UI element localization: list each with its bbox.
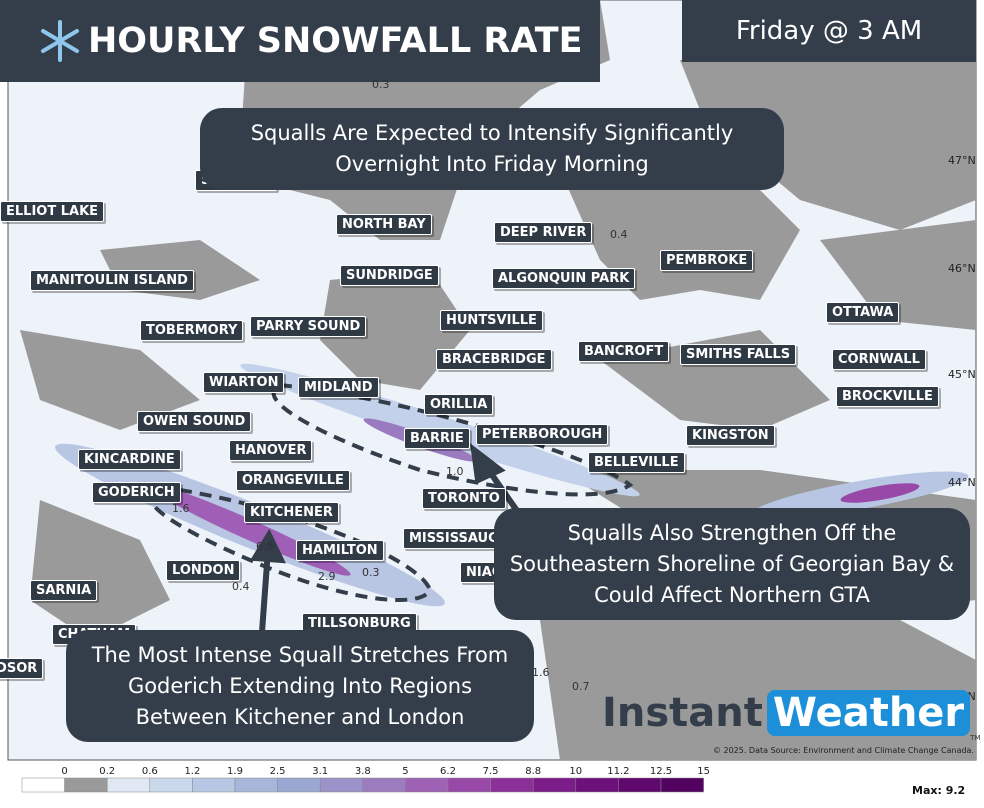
legend-tick-label: 0 xyxy=(61,766,67,777)
map-value: 0.4 xyxy=(610,228,628,241)
legend-tick-label: 0.2 xyxy=(99,766,115,777)
city-label: BANCROFT xyxy=(578,341,670,362)
legend-swatch xyxy=(234,777,278,793)
city-label: HAMILTON xyxy=(296,540,384,561)
legend-swatch xyxy=(319,777,364,793)
city-label: BARRIE xyxy=(404,428,470,449)
city-label: PARRY SOUND xyxy=(250,316,367,337)
city-label: GODERICH xyxy=(92,482,181,503)
legend-swatch xyxy=(106,777,151,793)
map-value: 0.7 xyxy=(572,680,590,693)
legend-tick-label: 10 xyxy=(569,766,582,777)
legend-swatch xyxy=(277,777,321,793)
snowflake-icon xyxy=(41,20,79,62)
legend-tick-label: 6.2 xyxy=(440,766,456,777)
legend-swatch xyxy=(149,777,193,793)
legend-tick-label: 2.5 xyxy=(270,766,286,777)
city-label: MISSISSAUGA xyxy=(403,528,515,549)
city-label: TORONTO xyxy=(422,488,506,509)
city-label: NORTH BAY xyxy=(336,214,432,235)
map-value: 1.6 xyxy=(532,666,550,679)
map-value: 0.3 xyxy=(362,566,380,579)
legend-tick-label: 8.8 xyxy=(525,766,541,777)
city-label: SMITHS FALLS xyxy=(680,344,797,365)
city-label: ELLIOT LAKE xyxy=(0,201,105,222)
city-label: MIDLAND xyxy=(298,377,379,398)
city-label: LONDON xyxy=(166,560,241,581)
legend-tick-label: 3.8 xyxy=(355,766,371,777)
city-label: PETERBOROUGH xyxy=(476,424,609,445)
city-label: WINDSOR xyxy=(0,658,44,679)
legend-swatch xyxy=(64,777,108,793)
legend: 0 0.2 0.6 1.2 1.9 2.5 3.1 3.8 5 6.2 7.5 8.8 10 11.2 12… xyxy=(21,766,710,793)
legend-tick-label: 12.5 xyxy=(650,766,672,777)
callout: Squalls Also Strengthen Off the Southeas… xyxy=(494,508,970,620)
map-value: 2.9 xyxy=(318,570,336,583)
legend-swatch xyxy=(362,777,406,793)
city-label: SARNIA xyxy=(30,580,98,601)
legend-tick-label: 1.2 xyxy=(184,766,200,777)
legend-swatch xyxy=(405,777,449,793)
city-label: CORNWALL xyxy=(832,349,926,370)
arrows xyxy=(249,443,523,633)
legend-swatch xyxy=(490,777,534,793)
city-label: ALGONQUIN PARK xyxy=(492,268,636,289)
legend-swatch xyxy=(575,777,619,793)
legend-tick-label: 15 xyxy=(697,766,710,777)
logo: Instant Weather TM xyxy=(602,684,981,742)
city-label: PEMBROKE xyxy=(660,250,754,271)
squall-outline xyxy=(149,382,634,602)
legend-max: Max: 9.2 xyxy=(912,784,966,797)
city-label: KITCHENER xyxy=(244,502,339,523)
latitude-label: 45°N xyxy=(948,368,976,381)
legend-swatch xyxy=(192,777,236,793)
city-label: ORANGEVILLE xyxy=(236,470,350,491)
city-label: DEEP RIVER xyxy=(494,222,593,243)
city-label: TILLSONBURG xyxy=(302,613,417,634)
legend-tick-label: 7.5 xyxy=(483,766,499,777)
map-value: 1.0 xyxy=(446,465,464,478)
city-label: SUNDRIDGE xyxy=(340,265,439,286)
logo-tm: TM xyxy=(970,734,981,742)
title-bar: HOURLY SNOWFALL RATE xyxy=(0,0,600,82)
city-label: BRACEBRIDGE xyxy=(436,349,552,370)
city-label: KINCARDINE xyxy=(78,449,181,470)
city-label: WIARTON xyxy=(203,372,285,393)
map-value: 6.8 xyxy=(256,540,274,553)
callout: Squalls Are Expected to Intensify Signif… xyxy=(200,108,784,190)
title: HOURLY SNOWFALL RATE xyxy=(88,21,583,61)
latitude-label: 46°N xyxy=(948,262,976,275)
city-label: BROCKVILLE xyxy=(836,386,939,407)
logo-text: Instant xyxy=(602,690,763,736)
legend-tick-label: 5 xyxy=(402,766,408,777)
legend-tick-label: 11.2 xyxy=(607,766,629,777)
map-value: 0.3 xyxy=(372,78,390,91)
city-label: ORILLIA xyxy=(424,394,494,415)
legend-swatch xyxy=(21,777,65,793)
credit: © 2025. Data Source: Environment and Cli… xyxy=(712,746,974,755)
city-label: HANOVER xyxy=(229,440,313,461)
legend-tick-label: 1.9 xyxy=(227,766,243,777)
legend-swatch xyxy=(618,777,662,793)
city-label: HUNTSVILLE xyxy=(440,310,543,331)
callout: The Most Intense Squall Stretches From G… xyxy=(66,630,534,742)
city-label: OTTAWA xyxy=(826,302,900,323)
logo-text: Weather xyxy=(766,690,971,736)
latitude-label: 47°N xyxy=(948,154,976,167)
city-label: MANITOULIN ISLAND xyxy=(30,270,194,291)
legend-tick-label: 3.1 xyxy=(312,766,328,777)
legend-swatch xyxy=(532,777,577,793)
legend-swatch xyxy=(447,777,491,793)
map-value: 0.4 xyxy=(232,580,250,593)
time-label: Friday @ 3 AM xyxy=(682,0,976,62)
map-value: 1.6 xyxy=(172,502,190,515)
city-label: TOBERMORY xyxy=(140,320,244,341)
legend-tick-label: 0.6 xyxy=(142,766,158,777)
city-label: OWEN SOUND xyxy=(137,411,252,432)
city-label: BELLEVILLE xyxy=(588,452,685,473)
latitude-label: 44°N xyxy=(948,476,976,489)
legend-swatch xyxy=(660,777,704,793)
city-label: KINGSTON xyxy=(686,425,775,446)
